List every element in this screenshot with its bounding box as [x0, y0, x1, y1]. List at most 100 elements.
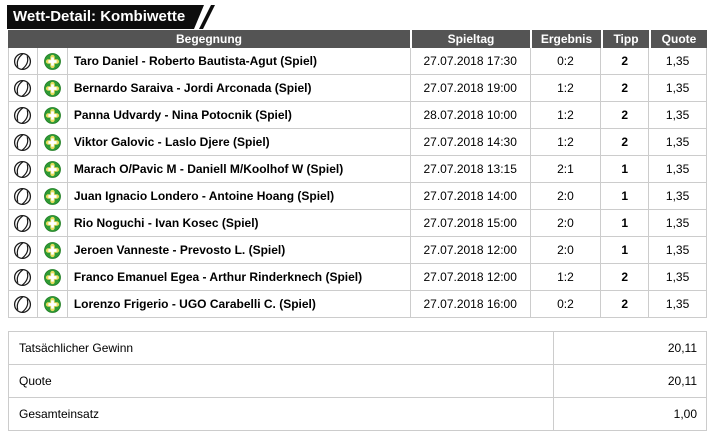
tennis-ball-icon [13, 187, 32, 206]
match-quote: 1,35 [648, 75, 706, 101]
match-tip: 2 [600, 129, 648, 155]
add-bet-button[interactable] [36, 237, 67, 263]
summary-row-gewinn: Tatsächlicher Gewinn 20,11 [9, 332, 706, 364]
match-result: 0:2 [529, 48, 601, 74]
sport-cell [9, 129, 37, 155]
match-result: 1:2 [529, 102, 601, 128]
sport-cell [9, 183, 37, 209]
match-date: 27.07.2018 19:00 [409, 75, 530, 101]
match-name: Lorenzo Frigerio - UGO Carabelli C. (Spi… [66, 291, 410, 317]
match-name: Juan Ignacio Londero - Antoine Hoang (Sp… [66, 183, 410, 209]
add-bet-button[interactable] [36, 75, 67, 101]
plus-circle-icon [43, 52, 61, 70]
summary-row-einsatz: Gesamteinsatz 1,00 [9, 397, 706, 430]
sport-cell [9, 264, 37, 290]
sport-cell [9, 156, 37, 182]
tennis-ball-icon [13, 52, 32, 71]
title-banner: Wett-Detail: Kombiwette [7, 5, 714, 29]
summary-table: Tatsächlicher Gewinn 20,11 Quote 20,11 G… [8, 331, 707, 431]
table-row: Taro Daniel - Roberto Bautista-Agut (Spi… [9, 48, 706, 75]
tennis-ball-icon [13, 241, 32, 260]
match-quote: 1,35 [648, 156, 706, 182]
plus-circle-icon [43, 214, 61, 232]
match-name: Marach O/Pavic M - Daniell M/Koolhof W (… [66, 156, 410, 182]
add-bet-button[interactable] [36, 129, 67, 155]
match-result: 2:1 [529, 156, 601, 182]
match-tip: 1 [600, 156, 648, 182]
bet-detail-page: Wett-Detail: Kombiwette Begegnung Spielt… [0, 5, 714, 444]
summary-label: Gesamteinsatz [19, 407, 100, 421]
plus-circle-icon [43, 79, 61, 97]
match-tip: 2 [600, 102, 648, 128]
table-row: Bernardo Saraiva - Jordi Arconada (Spiel… [9, 75, 706, 102]
table-row: Panna Udvardy - Nina Potocnik (Spiel) 28… [9, 102, 706, 129]
plus-circle-icon [43, 187, 61, 205]
plus-circle-icon [43, 268, 61, 286]
sport-cell [9, 48, 37, 74]
match-tip: 2 [600, 48, 648, 74]
match-date: 28.07.2018 10:00 [409, 102, 530, 128]
tennis-ball-icon [13, 133, 32, 152]
header-quote: Quote [649, 30, 707, 48]
match-date: 27.07.2018 13:15 [409, 156, 530, 182]
plus-circle-icon [43, 133, 61, 151]
page-title: Wett-Detail: Kombiwette [7, 5, 204, 29]
match-tip: 1 [600, 237, 648, 263]
match-date: 27.07.2018 12:00 [409, 237, 530, 263]
table-row: Lorenzo Frigerio - UGO Carabelli C. (Spi… [9, 291, 706, 318]
add-bet-button[interactable] [36, 102, 67, 128]
plus-circle-icon [43, 295, 61, 313]
table-row: Jeroen Vanneste - Prevosto L. (Spiel) 27… [9, 237, 706, 264]
table-row: Juan Ignacio Londero - Antoine Hoang (Sp… [9, 183, 706, 210]
header-tipp: Tipp [601, 30, 649, 48]
summary-value: 20,11 [553, 365, 706, 397]
match-tip: 2 [600, 264, 648, 290]
match-name: Viktor Galovic - Laslo Djere (Spiel) [66, 129, 410, 155]
plus-circle-icon [43, 106, 61, 124]
match-name: Franco Emanuel Egea - Arthur Rinderknech… [66, 264, 410, 290]
table-row: Rio Noguchi - Ivan Kosec (Spiel) 27.07.2… [9, 210, 706, 237]
header-spieltag: Spieltag [410, 30, 530, 48]
match-name: Panna Udvardy - Nina Potocnik (Spiel) [66, 102, 410, 128]
match-quote: 1,35 [648, 291, 706, 317]
tennis-ball-icon [13, 106, 32, 125]
match-tip: 1 [600, 210, 648, 236]
match-quote: 1,35 [648, 183, 706, 209]
match-date: 27.07.2018 12:00 [409, 264, 530, 290]
add-bet-button[interactable] [36, 156, 67, 182]
add-bet-button[interactable] [36, 48, 67, 74]
match-date: 27.07.2018 16:00 [409, 291, 530, 317]
tennis-ball-icon [13, 160, 32, 179]
summary-value: 20,11 [553, 332, 706, 364]
sport-cell [9, 237, 37, 263]
match-result: 1:2 [529, 75, 601, 101]
match-result: 2:0 [529, 210, 601, 236]
summary-label: Quote [19, 374, 52, 388]
match-quote: 1,35 [648, 264, 706, 290]
match-date: 27.07.2018 14:30 [409, 129, 530, 155]
plus-circle-icon [43, 241, 61, 259]
add-bet-button[interactable] [36, 210, 67, 236]
add-bet-button[interactable] [36, 183, 67, 209]
header-ergebnis: Ergebnis [530, 30, 601, 48]
match-tip: 1 [600, 183, 648, 209]
match-name: Jeroen Vanneste - Prevosto L. (Spiel) [66, 237, 410, 263]
match-name: Rio Noguchi - Ivan Kosec (Spiel) [66, 210, 410, 236]
match-name: Taro Daniel - Roberto Bautista-Agut (Spi… [66, 48, 410, 74]
match-quote: 1,35 [648, 129, 706, 155]
add-bet-button[interactable] [36, 291, 67, 317]
match-result: 1:2 [529, 264, 601, 290]
match-result: 1:2 [529, 129, 601, 155]
header-begegnung: Begegnung [176, 32, 242, 46]
bet-rows: Taro Daniel - Roberto Bautista-Agut (Spi… [8, 48, 707, 318]
table-row: Marach O/Pavic M - Daniell M/Koolhof W (… [9, 156, 706, 183]
match-date: 27.07.2018 17:30 [409, 48, 530, 74]
match-quote: 1,35 [648, 102, 706, 128]
match-date: 27.07.2018 14:00 [409, 183, 530, 209]
sport-cell [9, 291, 37, 317]
table-header-row: Begegnung Spieltag Ergebnis Tipp Quote [8, 30, 707, 48]
match-tip: 2 [600, 75, 648, 101]
match-result: 2:0 [529, 183, 601, 209]
summary-label: Tatsächlicher Gewinn [19, 341, 134, 355]
add-bet-button[interactable] [36, 264, 67, 290]
